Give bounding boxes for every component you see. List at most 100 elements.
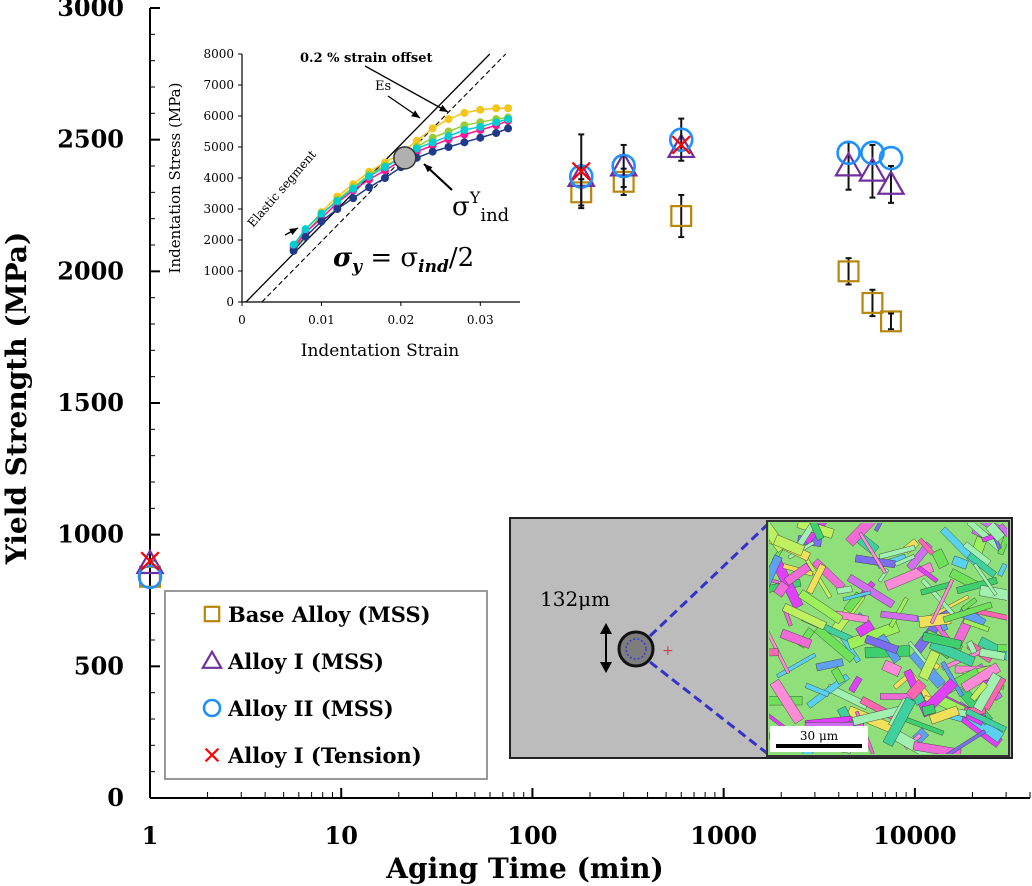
inset-y-tick-label: 4000 <box>203 171 234 185</box>
inset-y-tick-label: 1000 <box>203 264 234 278</box>
grain <box>813 624 856 663</box>
grain <box>942 729 987 754</box>
legend-label: Alloy I (Tension) <box>227 743 422 768</box>
inset-curve-point <box>492 104 501 113</box>
inset-curve-point <box>301 232 310 241</box>
grain <box>797 589 844 625</box>
marker-circle <box>611 153 636 179</box>
x-tick-label: 10 <box>325 821 358 850</box>
grain <box>985 523 1006 543</box>
x-tick-label: 100 <box>507 821 557 850</box>
marker-square <box>203 605 221 623</box>
x-tick-label: 10000 <box>873 821 957 850</box>
formula-rhs-sub: ind <box>418 257 449 277</box>
grain <box>806 563 827 595</box>
yield-sup: Y <box>469 188 481 207</box>
grain <box>773 580 790 598</box>
grain <box>769 648 779 657</box>
inset-curve-point <box>492 129 501 138</box>
marker-square <box>837 260 860 283</box>
error-bar <box>620 143 627 189</box>
inset-curve-point <box>504 104 513 113</box>
elastic-arrow <box>284 227 299 236</box>
grain <box>905 679 927 701</box>
y-tick-label: 0 <box>107 783 124 812</box>
yield-sigma: σ <box>452 192 470 222</box>
formula-rhs: = σ <box>362 243 418 273</box>
inset-curve-point <box>412 144 421 153</box>
formula-annotation: σy = σind/2 <box>333 243 474 277</box>
marker-square <box>861 291 884 314</box>
legend-item: Alloy I (Tension) <box>204 743 422 768</box>
formula-tail: /2 <box>449 243 474 273</box>
grain <box>779 628 813 649</box>
inset-x-tick-label: 0.02 <box>387 313 414 327</box>
error-bar <box>869 288 876 318</box>
es-arrow <box>387 95 421 119</box>
indent-size-label: 132μm <box>540 587 610 611</box>
grain <box>962 541 992 566</box>
formula-lhs-sub: y <box>351 257 363 277</box>
grain <box>978 647 1006 661</box>
inset-y-tick-label: 2000 <box>203 233 234 247</box>
inset-curve-point <box>317 209 326 218</box>
inset-curve-point <box>349 184 358 193</box>
marker-x <box>140 551 160 571</box>
inset-curve-point <box>289 246 298 255</box>
inset-x-tick-label: 0 <box>238 313 246 327</box>
inset-y-tick-label: 3000 <box>203 202 234 216</box>
marker-triangle <box>857 156 888 182</box>
marker-triangle <box>200 649 224 669</box>
series-base-alloy-mss <box>139 167 902 588</box>
legend-item: Base Alloy (MSS) <box>203 602 431 627</box>
grain <box>804 682 830 698</box>
main-chart-series <box>135 117 906 590</box>
inset-curve-point <box>289 240 298 249</box>
inset-curve-point <box>444 132 453 141</box>
scale-bar-label: 30 μm <box>800 729 839 743</box>
grain <box>830 667 846 685</box>
grain <box>769 554 783 594</box>
inset-x-axis-label: Indentation Strain <box>301 341 460 361</box>
grain <box>848 675 863 694</box>
inset-curve-point <box>333 197 342 206</box>
grain <box>921 631 963 650</box>
grain <box>858 532 887 575</box>
y-tick-label: 500 <box>74 651 124 680</box>
error-bar <box>678 193 685 239</box>
inset-x-tick-label: 0.01 <box>308 313 335 327</box>
legend-label: Alloy II (MSS) <box>227 696 394 721</box>
inset-chart: 0 1000 2000 3000 4000 5000 6000 7000 8000 0 0.01 0.… <box>203 47 520 327</box>
grain <box>962 618 990 632</box>
legend-item: Alloy II (MSS) <box>202 696 394 721</box>
offset-arrow <box>364 65 449 113</box>
y-tick-label: 3000 <box>57 0 124 22</box>
marker-circle <box>836 140 861 166</box>
grain <box>931 548 950 570</box>
grain <box>960 597 978 612</box>
inset-y-tick-label: 7000 <box>203 78 234 92</box>
grain <box>781 603 827 631</box>
grain <box>921 703 936 716</box>
grain <box>916 565 939 584</box>
inset-curve-point <box>492 118 501 127</box>
inset-curve-point <box>349 194 358 203</box>
error-bar <box>845 257 852 286</box>
grain <box>965 708 1007 733</box>
inset-y-tick-label: 5000 <box>203 140 234 154</box>
inset-y-tick-label: 0 <box>226 295 234 309</box>
yield-sub: ind <box>480 205 509 226</box>
inset-curve-point <box>504 115 513 124</box>
series-alloy-i-mss <box>135 132 906 575</box>
inset-curve-point <box>380 174 389 182</box>
inset-curve-line <box>293 118 509 246</box>
inset-curve-point <box>365 172 374 181</box>
inset-y-tick-label: 6000 <box>203 109 234 123</box>
error-bar <box>869 143 876 199</box>
marker-square <box>879 310 902 333</box>
inset-curve-point <box>428 138 437 147</box>
grain <box>918 649 941 681</box>
inset-curve-point <box>317 217 326 226</box>
svg-text:+: + <box>662 643 674 659</box>
x-tick-label: 1 <box>142 821 159 850</box>
